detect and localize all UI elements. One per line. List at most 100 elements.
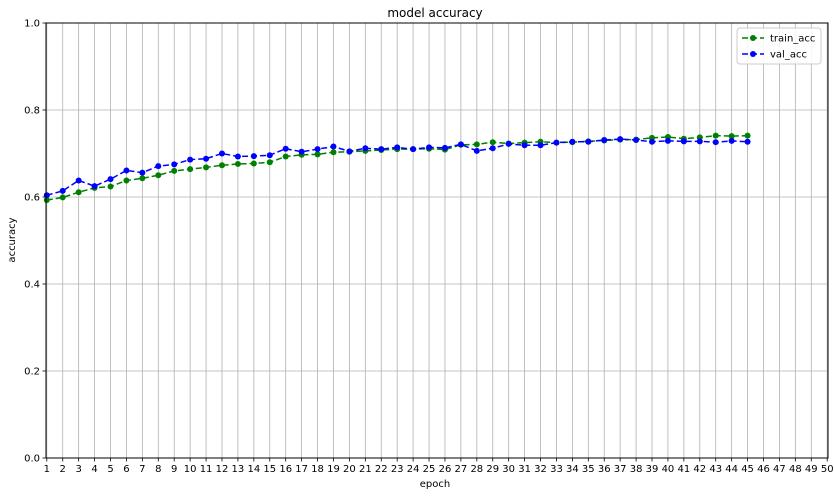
x-tick-label: 25 [423, 464, 436, 475]
x-axis-ticks: 1 2 3 4 5 6 7 8 9 10 11 12 13 14 15 16 17 18 19 20 21 22 23 24 2… [44, 458, 834, 475]
x-tick-label: 22 [375, 464, 388, 475]
data-point [155, 172, 162, 179]
data-point [107, 176, 114, 183]
x-tick-label: 1 [44, 464, 50, 475]
x-tick-label: 23 [391, 464, 404, 475]
data-point [457, 141, 464, 148]
grid [46, 22, 828, 459]
data-point [585, 138, 592, 145]
x-tick-label: 45 [741, 464, 754, 475]
y-axis-ticks: 0.0 0.2 0.4 0.6 0.8 1.0 [24, 19, 46, 465]
data-point [505, 140, 512, 147]
x-tick-label: 16 [279, 464, 292, 475]
data-point [410, 146, 417, 153]
x-tick-label: 7 [139, 464, 145, 475]
data-point [155, 163, 162, 170]
data-point [139, 175, 146, 182]
x-tick-label: 14 [247, 464, 260, 475]
data-point [601, 137, 608, 144]
data-point [664, 137, 671, 144]
data-point [107, 183, 114, 190]
data-point [218, 162, 225, 169]
legend-label: train_acc [770, 34, 815, 45]
data-point [744, 138, 751, 145]
data-point [123, 167, 130, 174]
data-point [489, 145, 496, 152]
data-point [537, 142, 544, 149]
x-tick-label: 21 [359, 464, 372, 475]
x-tick-label: 35 [582, 464, 595, 475]
data-point [266, 152, 273, 159]
data-point [250, 160, 257, 167]
y-tick-label: 0.2 [24, 367, 40, 378]
y-tick-label: 0.6 [24, 193, 40, 204]
data-point [234, 153, 241, 160]
data-point [362, 145, 369, 152]
x-tick-label: 37 [614, 464, 627, 475]
x-tick-label: 11 [200, 464, 213, 475]
data-point [314, 151, 321, 158]
x-tick-label: 17 [295, 464, 308, 475]
x-tick-label: 31 [518, 464, 531, 475]
x-tick-label: 3 [75, 464, 81, 475]
data-point [59, 194, 66, 201]
x-tick-label: 10 [184, 464, 197, 475]
y-tick-label: 1.0 [24, 19, 40, 30]
x-tick-label: 48 [789, 464, 802, 475]
data-point [59, 187, 66, 194]
data-point [617, 136, 624, 143]
data-point [187, 156, 194, 163]
data-point [282, 153, 289, 160]
data-point [282, 145, 289, 152]
x-tick-label: 6 [123, 464, 129, 475]
legend-box [736, 27, 822, 65]
x-tick-label: 40 [662, 464, 675, 475]
data-point [346, 148, 353, 155]
legend-entry: val_acc [742, 50, 807, 61]
legend: train_acc val_acc [736, 27, 822, 65]
data-point [330, 143, 337, 150]
x-tick-label: 12 [216, 464, 229, 475]
legend-label: val_acc [770, 50, 807, 61]
data-point [649, 138, 656, 145]
data-point [218, 150, 225, 157]
y-axis-label: accuracy [7, 217, 18, 262]
data-point [91, 183, 98, 190]
x-tick-label: 24 [407, 464, 420, 475]
legend-marker [750, 35, 756, 41]
data-point [250, 153, 257, 160]
data-point [298, 148, 305, 155]
data-point [75, 189, 82, 196]
x-tick-label: 15 [263, 464, 276, 475]
x-tick-label: 44 [725, 464, 738, 475]
data-point [521, 142, 528, 149]
data-point [75, 177, 82, 184]
x-axis-label: epoch [420, 479, 450, 490]
data-point [569, 138, 576, 145]
x-tick-label: 19 [327, 464, 340, 475]
x-tick-label: 9 [171, 464, 177, 475]
data-point [728, 133, 735, 140]
data-point [712, 132, 719, 139]
y-tick-label: 0.8 [24, 106, 40, 117]
data-point [43, 197, 50, 204]
legend-entry: train_acc [742, 34, 815, 45]
data-point [171, 161, 178, 168]
data-point [426, 144, 433, 151]
series-val_acc [43, 136, 751, 199]
x-tick-label: 32 [534, 464, 547, 475]
data-point [633, 137, 640, 144]
data-point [171, 167, 178, 174]
x-tick-label: 2 [60, 464, 66, 475]
data-point [394, 144, 401, 151]
data-point [123, 177, 130, 184]
data-point [441, 144, 448, 151]
x-tick-label: 50 [821, 464, 834, 475]
x-tick-label: 47 [773, 464, 786, 475]
x-tick-label: 27 [455, 464, 468, 475]
x-tick-label: 18 [311, 464, 324, 475]
x-tick-label: 4 [91, 464, 97, 475]
legend-marker [750, 51, 756, 57]
x-tick-label: 43 [709, 464, 722, 475]
